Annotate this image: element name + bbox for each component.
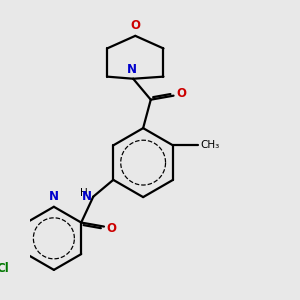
- Text: N: N: [127, 63, 136, 76]
- Text: Cl: Cl: [0, 262, 9, 275]
- Text: O: O: [176, 88, 186, 100]
- Text: CH₃: CH₃: [200, 140, 219, 150]
- Text: N: N: [82, 190, 92, 203]
- Text: N: N: [49, 190, 59, 202]
- Text: O: O: [130, 19, 140, 32]
- Text: H: H: [80, 188, 88, 198]
- Text: O: O: [106, 222, 116, 235]
